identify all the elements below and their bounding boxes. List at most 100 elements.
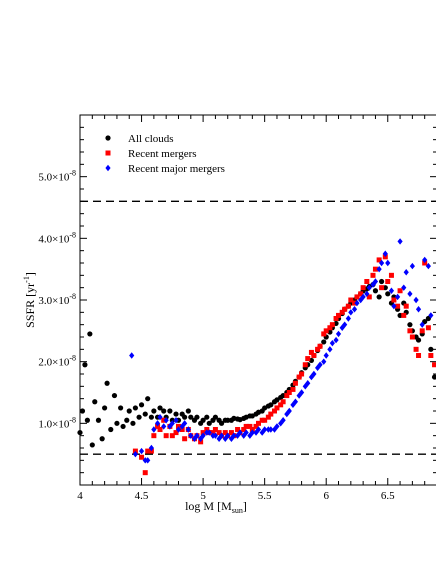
data-point [200, 417, 206, 423]
data-point [216, 430, 222, 436]
data-point [290, 401, 296, 409]
data-point [292, 398, 299, 405]
data-point [407, 328, 413, 334]
data-point [280, 417, 286, 424]
data-point [299, 371, 305, 377]
data-point [161, 408, 167, 414]
data-point [428, 353, 434, 358]
data-point [253, 423, 259, 429]
data-point [419, 321, 425, 328]
data-point [175, 426, 182, 433]
data-point [401, 284, 407, 291]
legend-label: Recent mergers [128, 148, 197, 160]
data-point [419, 328, 425, 334]
data-point [431, 374, 436, 380]
data-point [333, 336, 339, 344]
data-point [317, 361, 323, 368]
data-point [104, 380, 110, 386]
data-point [366, 284, 372, 291]
data-point [262, 426, 268, 433]
data-point [274, 423, 280, 430]
data-point [366, 294, 372, 300]
legend: All clouds Recent mergers Recent major mer… [105, 133, 225, 175]
data-point [218, 432, 225, 439]
data-point [148, 414, 154, 420]
x-tick-label: 5 [200, 490, 206, 502]
data-point [255, 426, 262, 433]
data-point [360, 285, 366, 291]
axis-ticks [79, 114, 436, 486]
x-axis-label-sub: sun [232, 506, 243, 515]
data-point [286, 407, 292, 415]
data-point [136, 414, 142, 420]
data-point [268, 402, 274, 408]
data-point [422, 318, 428, 325]
data-point [425, 315, 431, 322]
y-axis-label-tail: ] [23, 272, 37, 276]
data-point [323, 352, 329, 359]
data-point [95, 417, 102, 423]
data-point [163, 417, 169, 424]
data-point [124, 417, 130, 423]
data-point [182, 414, 188, 420]
data-point [268, 426, 274, 433]
data-point [89, 442, 95, 448]
series-square [132, 254, 436, 476]
data-point [151, 408, 157, 414]
data-point [182, 420, 188, 427]
data-point [262, 417, 268, 423]
data-point [268, 411, 274, 417]
data-point [132, 450, 138, 458]
data-point [351, 306, 358, 313]
data-point [372, 278, 379, 285]
data-point [169, 420, 175, 427]
data-point [290, 386, 296, 392]
y-axis-label-main: SSFR [yr [23, 283, 37, 328]
data-point [311, 370, 317, 378]
data-point [403, 303, 409, 309]
data-point [409, 262, 415, 270]
data-point [185, 426, 191, 433]
data-point [278, 402, 284, 408]
data-point [302, 383, 308, 390]
data-point [108, 426, 114, 433]
data-point [308, 373, 315, 381]
x-tick-label: 4 [77, 490, 83, 502]
data-point [391, 297, 397, 303]
data-point [409, 334, 415, 340]
data-point [379, 278, 385, 285]
data-point [354, 294, 360, 300]
y-tick-label: 2.0×10-8 [38, 354, 76, 369]
data-point [403, 269, 409, 276]
data-point [256, 420, 261, 426]
data-point [415, 337, 422, 343]
data-point [111, 392, 118, 399]
data-point [225, 417, 231, 423]
data-point [391, 302, 397, 310]
data-point [231, 432, 237, 439]
data-point [376, 257, 382, 263]
data-point [321, 339, 327, 345]
data-point [148, 444, 154, 452]
data-point [348, 309, 354, 316]
data-point [194, 432, 200, 439]
x-tick-label: 4.5 [135, 490, 149, 502]
data-point [145, 396, 151, 402]
data-point [129, 352, 135, 359]
data-point [274, 405, 280, 411]
data-point [182, 436, 188, 442]
data-point [308, 349, 314, 355]
legend-marker [105, 135, 111, 141]
data-point [206, 429, 212, 436]
data-point [145, 457, 151, 464]
y-axis-label: SSFR [yr-1] [22, 272, 37, 328]
data-point [218, 420, 225, 426]
data-point [151, 426, 157, 433]
x-tick-label: 5.5 [258, 490, 272, 502]
x-axis-label-tail: ] [243, 499, 247, 513]
data-point [284, 393, 290, 399]
data-point [280, 399, 286, 405]
legend-marker [105, 164, 111, 172]
legend-marker [105, 150, 111, 156]
